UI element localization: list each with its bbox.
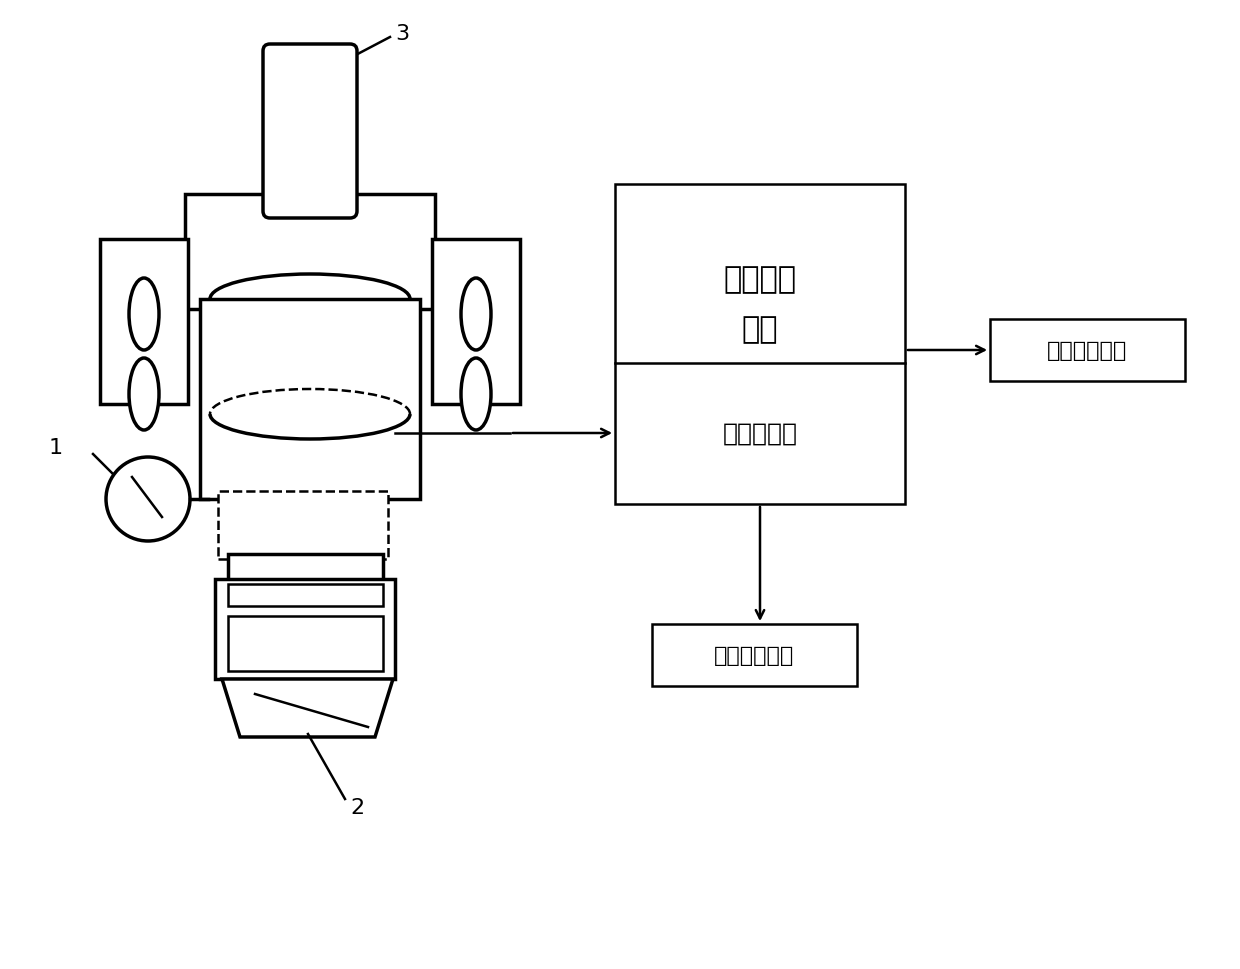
Bar	[652, 624, 857, 686]
Text: 框锁处理区: 框锁处理区	[723, 422, 797, 446]
Ellipse shape	[461, 279, 491, 351]
Text: 2: 2	[350, 797, 365, 817]
Text: 逻辑控制: 逻辑控制	[723, 266, 796, 295]
Bar	[218, 491, 388, 559]
Text: 3: 3	[396, 24, 409, 44]
Bar	[990, 320, 1185, 382]
FancyBboxPatch shape	[263, 45, 357, 219]
Bar	[185, 195, 435, 310]
Ellipse shape	[129, 279, 159, 351]
Bar	[615, 185, 905, 505]
Bar	[200, 299, 420, 499]
Ellipse shape	[461, 359, 491, 430]
Bar	[100, 239, 188, 405]
Text: 动力供电系统: 动力供电系统	[1047, 341, 1127, 360]
Text: 电路: 电路	[742, 315, 779, 344]
Text: 1: 1	[48, 438, 63, 457]
Ellipse shape	[129, 359, 159, 430]
Circle shape	[105, 457, 190, 542]
Bar	[228, 554, 383, 582]
Text: 声光报警系统: 声光报警系统	[714, 645, 794, 666]
Bar	[215, 579, 396, 679]
Bar	[228, 584, 383, 607]
Bar	[432, 239, 520, 405]
Polygon shape	[222, 679, 393, 737]
Bar	[228, 616, 383, 672]
